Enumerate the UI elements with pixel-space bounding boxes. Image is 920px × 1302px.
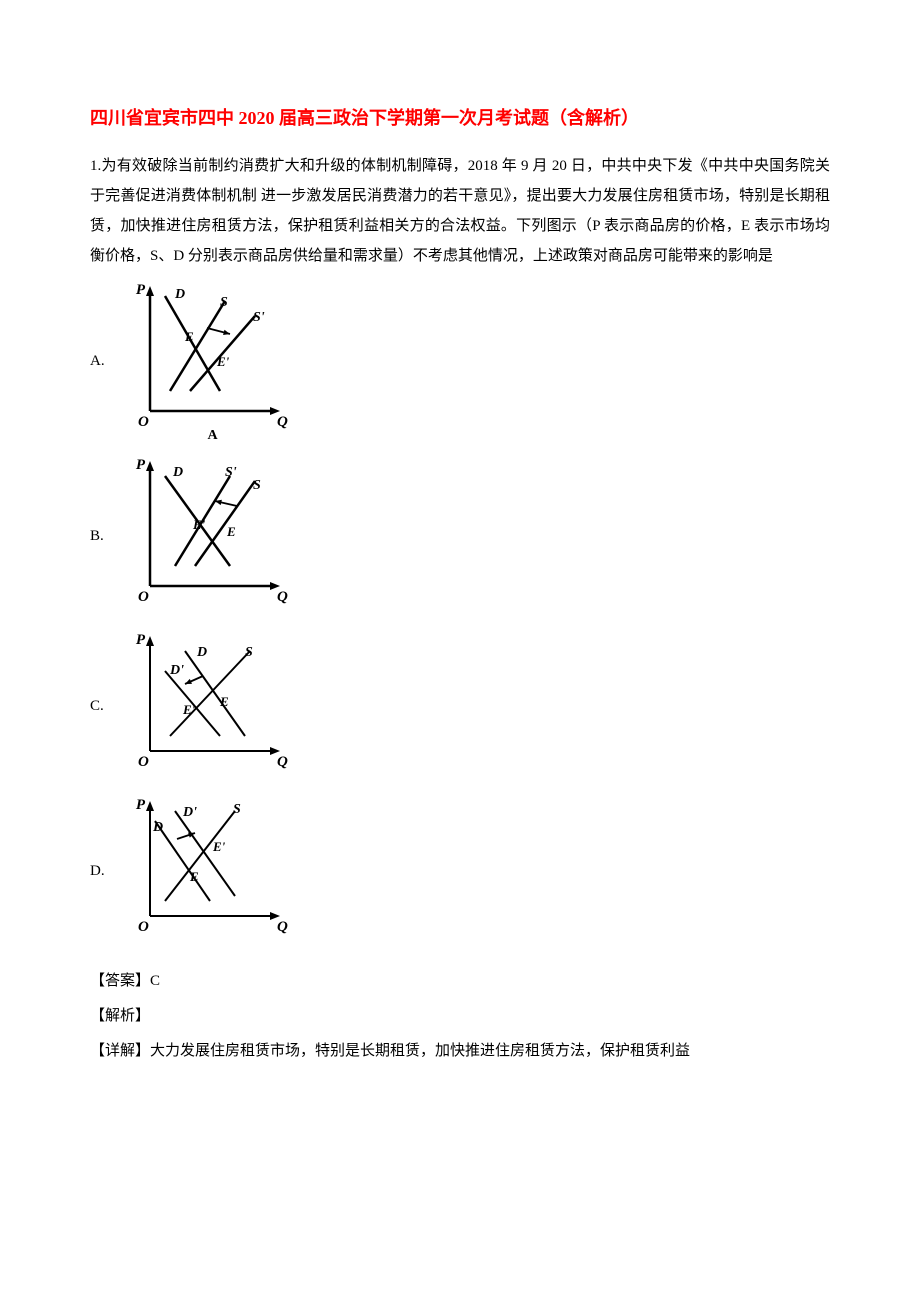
option-label: C. <box>90 691 110 721</box>
diagram-container: P Q O D S S' E E' <box>125 451 295 621</box>
svg-text:E: E <box>184 329 194 344</box>
option-label: B. <box>90 521 110 551</box>
svg-text:E: E <box>189 869 199 884</box>
svg-text:A: A <box>207 428 218 443</box>
svg-text:S: S <box>245 645 253 660</box>
options-container: A. P Q O A D S S' E E' B. P Q O D S S' E E' C. P Q O D D' S E E' D. P… <box>90 276 830 951</box>
svg-text:D: D <box>152 820 163 835</box>
supply-demand-diagram-B: P Q O D S S' E E' <box>125 451 295 621</box>
svg-text:S: S <box>253 478 261 493</box>
svg-text:Q: Q <box>277 414 288 430</box>
supply-demand-diagram-C: P Q O D D' S E E' <box>125 626 295 786</box>
option-row-B: B. P Q O D S S' E E' <box>90 451 830 621</box>
diagram-container: P Q O D D' S E E' <box>125 791 295 951</box>
analysis-label: 【解析】 <box>90 1001 830 1031</box>
supply-demand-diagram-D: P Q O D D' S E E' <box>125 791 295 951</box>
option-label: A. <box>90 346 110 376</box>
answer-section: 【答案】C 【解析】 【详解】大力发展住房租赁市场，特别是长期租赁，加快推进住房… <box>90 966 830 1066</box>
svg-text:O: O <box>138 754 149 770</box>
svg-text:P: P <box>136 632 146 648</box>
option-row-D: D. P Q O D D' S E E' <box>90 791 830 951</box>
svg-text:E': E' <box>216 354 230 369</box>
question-body: 1.为有效破除当前制约消费扩大和升级的体制机制障碍，2018 年 9 月 20 … <box>90 151 830 271</box>
svg-text:S': S' <box>253 310 265 325</box>
svg-text:S: S <box>233 802 241 817</box>
svg-text:O: O <box>138 414 149 430</box>
detail-bracket-label: 【详解】 <box>90 1043 150 1059</box>
svg-text:D: D <box>172 465 183 480</box>
detail-line: 【详解】大力发展住房租赁市场，特别是长期租赁，加快推进住房租赁方法，保护租赁利益 <box>90 1036 830 1066</box>
svg-text:E': E' <box>182 702 196 717</box>
answer-bracket-label: 【答案】 <box>90 973 150 989</box>
diagram-container: P Q O A D S S' E E' <box>125 276 295 446</box>
question-content: 为有效破除当前制约消费扩大和升级的体制机制障碍，2018 年 9 月 20 日，… <box>90 158 830 264</box>
exam-title: 四川省宜宾市四中 2020 届高三政治下学期第一次月考试题（含解析） <box>90 100 830 136</box>
svg-text:Q: Q <box>277 919 288 935</box>
svg-text:P: P <box>136 282 146 298</box>
svg-text:E': E' <box>192 517 206 532</box>
svg-text:E: E <box>226 524 236 539</box>
svg-text:Q: Q <box>277 754 288 770</box>
detail-text: 大力发展住房租赁市场，特别是长期租赁，加快推进住房租赁方法，保护租赁利益 <box>150 1043 690 1059</box>
svg-text:D: D <box>174 287 185 302</box>
svg-text:D': D' <box>182 805 197 820</box>
question-number: 1. <box>90 158 101 174</box>
svg-text:S: S <box>220 295 228 310</box>
answer-line: 【答案】C <box>90 966 830 996</box>
option-row-C: C. P Q O D D' S E E' <box>90 626 830 786</box>
supply-demand-diagram-A: P Q O A D S S' E E' <box>125 276 295 446</box>
svg-text:S': S' <box>225 465 237 480</box>
svg-text:D': D' <box>169 663 184 678</box>
diagram-container: P Q O D D' S E E' <box>125 626 295 786</box>
answer-value: C <box>150 973 160 989</box>
svg-text:E': E' <box>212 839 226 854</box>
svg-text:O: O <box>138 919 149 935</box>
svg-text:O: O <box>138 589 149 605</box>
svg-text:P: P <box>136 457 146 473</box>
svg-text:P: P <box>136 797 146 813</box>
svg-text:D: D <box>196 645 207 660</box>
option-label: D. <box>90 856 110 886</box>
svg-text:E: E <box>219 694 229 709</box>
option-row-A: A. P Q O A D S S' E E' <box>90 276 830 446</box>
svg-text:Q: Q <box>277 589 288 605</box>
